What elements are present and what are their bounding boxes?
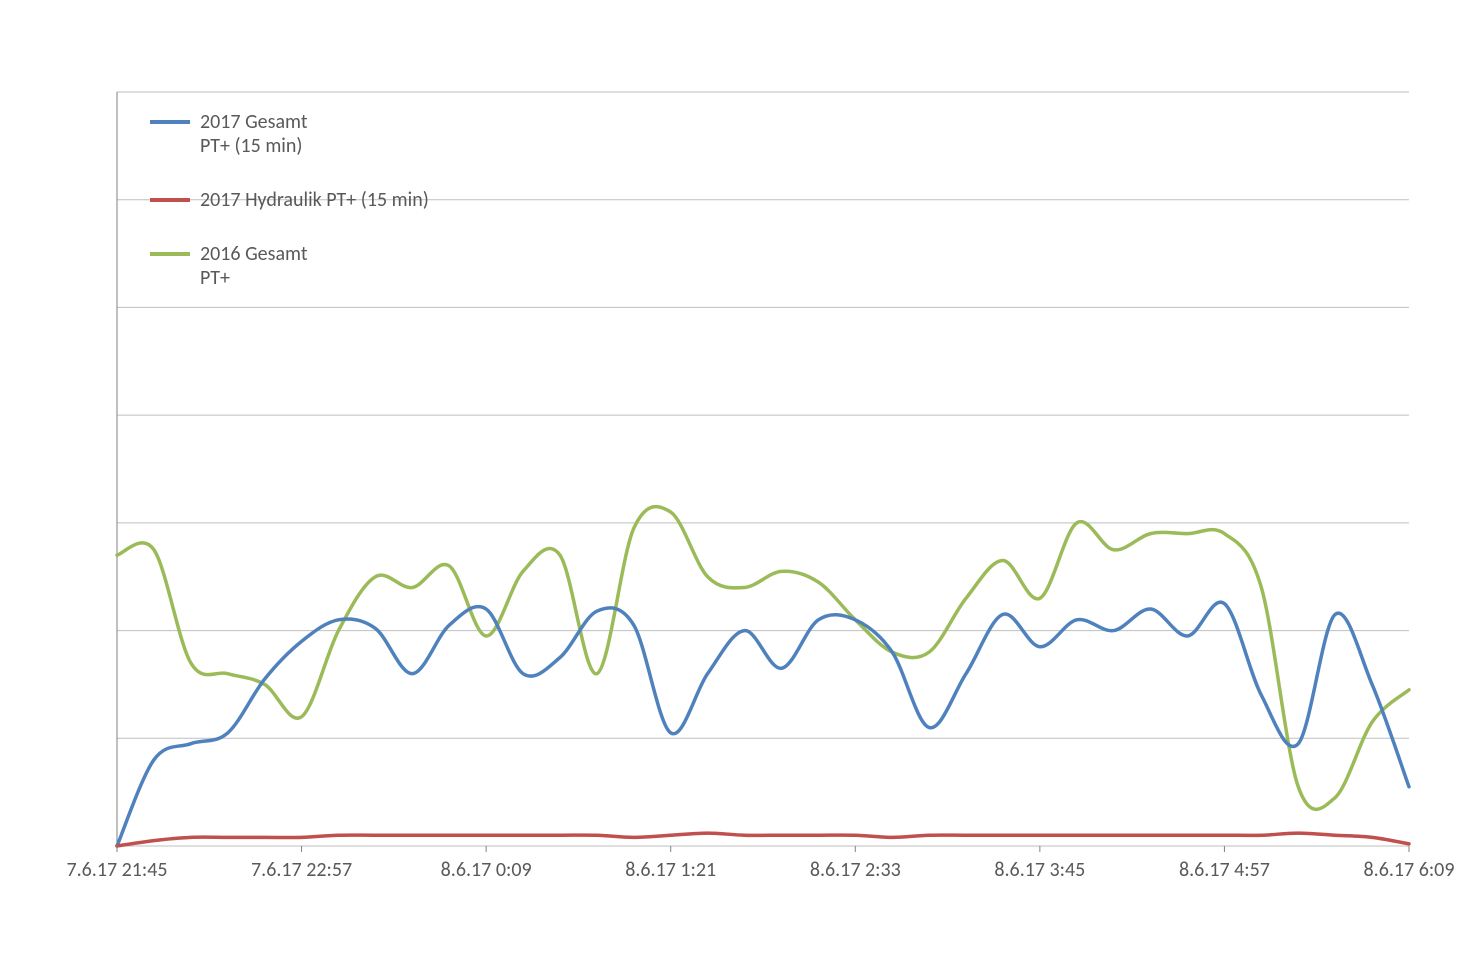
legend-item: 2016 Gesamt PT+	[150, 242, 429, 290]
legend-swatch	[150, 252, 190, 256]
x-axis-label: 7.6.17 22:57	[251, 858, 352, 882]
x-axis-label: 8.6.17 1:21	[625, 858, 716, 882]
legend-label: 2017 Gesamt PT+ (15 min)	[200, 110, 308, 158]
legend-swatch	[150, 120, 190, 124]
x-axis-label: 8.6.17 4:57	[1179, 858, 1270, 882]
legend-label: 2017 Hydraulik PT+ (15 min)	[200, 188, 429, 212]
series-line	[117, 507, 1409, 810]
legend: 2017 Gesamt PT+ (15 min) 2017 Hydraulik P…	[150, 110, 429, 320]
x-axis-label: 8.6.17 3:45	[994, 858, 1085, 882]
x-axis-label: 8.6.17 2:33	[810, 858, 901, 882]
x-axis-label: 8.6.17 6:09	[1364, 858, 1455, 882]
legend-swatch	[150, 198, 190, 202]
x-axis-label: 7.6.17 21:45	[66, 858, 167, 882]
line-chart: 2017 Gesamt PT+ (15 min) 2017 Hydraulik P…	[0, 0, 1484, 957]
x-axis-label: 8.6.17 0:09	[441, 858, 532, 882]
series-line	[117, 602, 1409, 846]
legend-item: 2017 Gesamt PT+ (15 min)	[150, 110, 429, 158]
series-line	[117, 833, 1409, 846]
legend-item: 2017 Hydraulik PT+ (15 min)	[150, 188, 429, 212]
legend-label: 2016 Gesamt PT+	[200, 242, 308, 290]
